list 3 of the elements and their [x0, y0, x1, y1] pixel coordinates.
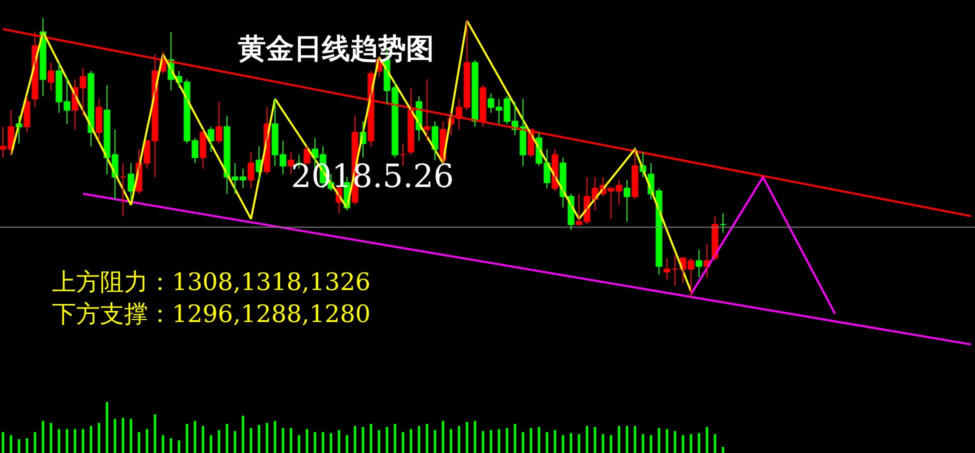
- annotation: 上方阻力：1308,1318,1326: [52, 268, 370, 296]
- text: 黄金日线趋势图: [237, 32, 434, 65]
- text: 下方支撑：1296,1288,1280: [52, 300, 370, 328]
